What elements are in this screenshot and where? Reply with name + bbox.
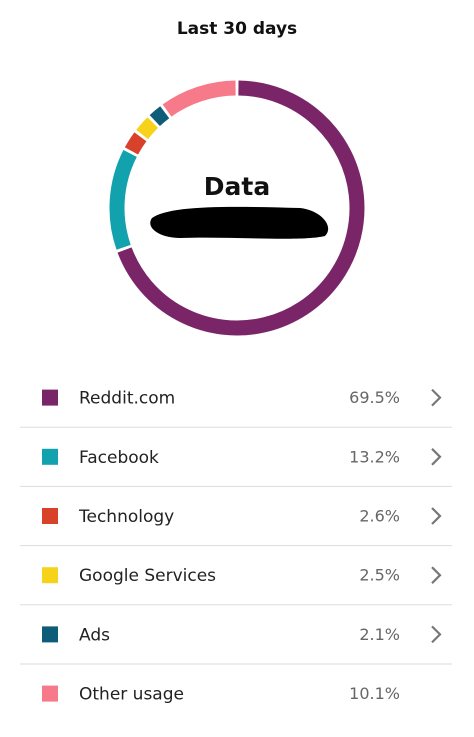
usage-list: Reddit.com 69.5% Facebook 13.2% Technology 2.… [20,388,452,705]
chevron[interactable] [431,566,442,584]
category-label: Reddit.com [79,389,175,409]
legend-swatch [42,389,58,406]
chevron[interactable] [431,507,442,525]
donut-segment [162,80,236,117]
chevron[interactable] [431,388,442,407]
donut-segment [149,106,170,127]
center-label: Data [204,172,270,201]
donut-segment [124,132,147,155]
donut-segment [109,150,137,250]
legend-swatch [42,685,58,702]
category-label: Ads [79,625,110,645]
percent-label: 2.6% [359,507,400,526]
category-label: Other usage [79,685,184,705]
title: Last 30 days [177,19,297,39]
donut-segment [136,117,159,140]
category-label: Google Services [79,566,216,586]
percent-label: 69.5% [349,388,400,407]
category-label: Technology [78,507,174,527]
percent-label: 2.5% [359,566,400,585]
donut-chart [109,80,365,336]
category-label: Facebook [79,448,159,468]
legend-swatch [42,508,58,524]
legend-swatch [42,626,58,643]
chevron[interactable] [431,625,442,644]
redaction [150,206,329,239]
percent-label: 13.2% [349,447,400,466]
chevron[interactable] [431,448,442,466]
legend-swatch [42,567,58,584]
donut-segment [117,80,365,336]
percent-label: 10.1% [349,684,400,703]
percent-label: 2.1% [359,625,400,644]
legend-swatch [42,448,58,465]
